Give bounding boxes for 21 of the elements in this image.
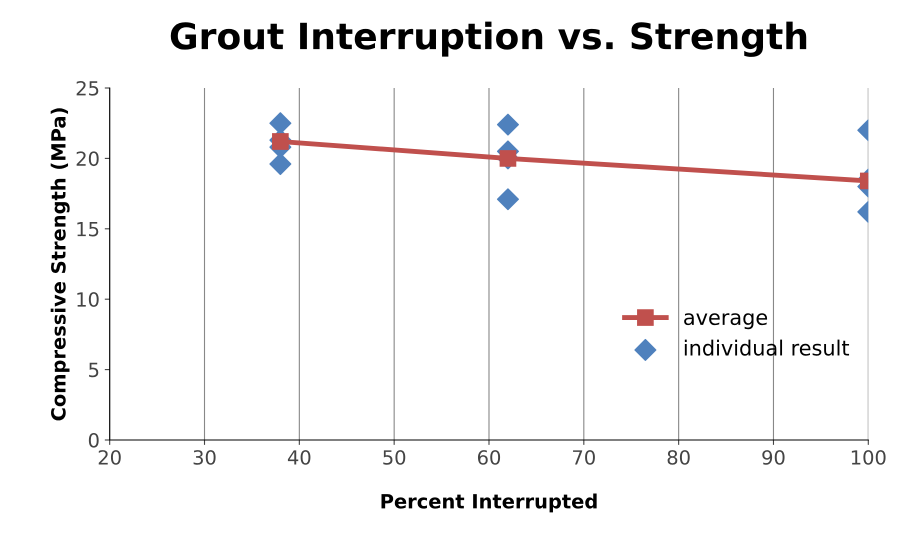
y-tick-label: 15	[77, 222, 98, 236]
x-tick-label: 50	[383, 450, 406, 465]
x-tick-label: 70	[573, 450, 595, 465]
y-axis-title: Compressive Strength (MPa)	[50, 108, 70, 420]
y-tick-label: 0	[88, 432, 99, 448]
y-tick-label: 5	[89, 362, 98, 378]
x-tick-label: 40	[288, 450, 310, 465]
legend-label: individual result	[684, 340, 850, 356]
y-tick-label: 20	[76, 151, 99, 166]
x-axis-title: Percent Interrupted	[382, 494, 597, 512]
x-tick-label: 90	[762, 450, 785, 465]
chart-title: Grout Interruption vs. Strength	[170, 22, 806, 57]
x-tick-label: 100	[852, 450, 886, 465]
x-tick-label: 30	[194, 450, 216, 465]
legend-label: average	[684, 313, 768, 330]
x-tick-label: 20	[98, 450, 121, 465]
y-tick-label: 10	[77, 292, 99, 307]
point	[272, 133, 289, 150]
y-tick-label: 25	[76, 80, 98, 96]
x-tick-label: 80	[668, 450, 690, 465]
x-tick-label: 60	[478, 450, 500, 465]
